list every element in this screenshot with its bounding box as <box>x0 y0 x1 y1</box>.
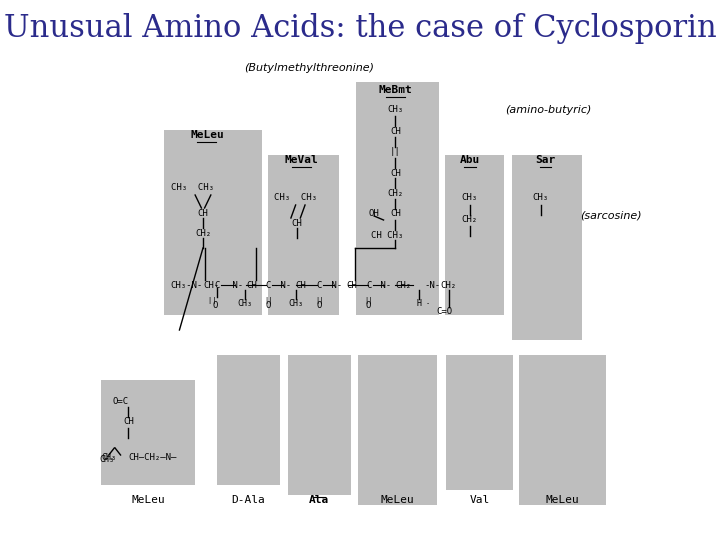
Text: CH-: CH- <box>346 280 363 289</box>
Text: C: C <box>317 280 322 289</box>
Text: CH₃  CH₃: CH₃ CH₃ <box>171 184 215 192</box>
FancyBboxPatch shape <box>217 355 280 485</box>
Text: CH₃-N-: CH₃-N- <box>170 280 202 289</box>
Text: C: C <box>366 280 372 289</box>
Text: CH CH₃: CH CH₃ <box>372 231 404 240</box>
Text: -: - <box>426 300 431 306</box>
Text: O: O <box>366 301 372 310</box>
Text: Unusual Amino Acids: the case of Cyclosporin: Unusual Amino Acids: the case of Cyclosp… <box>4 12 716 44</box>
Text: -N-: -N- <box>327 280 343 289</box>
Text: CH₃: CH₃ <box>533 193 549 202</box>
Text: ||: || <box>208 298 221 305</box>
Text: -N-: -N- <box>276 280 292 289</box>
Text: CH₃: CH₃ <box>462 193 478 202</box>
Text: CH₃: CH₃ <box>99 456 114 464</box>
Text: CH: CH <box>123 417 134 427</box>
Text: MeLeu: MeLeu <box>546 495 580 505</box>
Text: CH₃: CH₃ <box>237 299 252 307</box>
Text: Val: Val <box>470 495 490 505</box>
Text: MeBmt: MeBmt <box>379 85 413 95</box>
Text: CH-: CH- <box>246 280 262 289</box>
FancyBboxPatch shape <box>288 355 351 495</box>
Text: MeLeu: MeLeu <box>190 130 224 140</box>
Text: CH: CH <box>390 210 401 219</box>
Text: -N-: -N- <box>376 280 392 289</box>
Text: CH—CH₂—N—: CH—CH₂—N— <box>128 454 177 462</box>
Text: MeLeu: MeLeu <box>131 495 165 505</box>
Text: Ala: Ala <box>309 495 329 505</box>
Text: ||: || <box>315 298 323 305</box>
Text: CH: CH <box>197 208 208 218</box>
Text: ||: || <box>264 298 272 305</box>
Text: MeLeu: MeLeu <box>381 495 415 505</box>
Text: CH₃: CH₃ <box>288 299 303 307</box>
Text: CH-: CH- <box>203 280 219 289</box>
Text: (sarcosine): (sarcosine) <box>580 210 642 220</box>
Text: C: C <box>266 280 271 289</box>
Text: CH₂: CH₂ <box>195 228 211 238</box>
Text: O: O <box>266 301 271 310</box>
FancyBboxPatch shape <box>163 130 262 315</box>
Text: Sar: Sar <box>535 155 555 165</box>
FancyBboxPatch shape <box>101 380 195 485</box>
Text: C: C <box>215 280 220 289</box>
Text: D-Ala: D-Ala <box>232 495 266 505</box>
Text: CH: CH <box>292 219 302 227</box>
FancyBboxPatch shape <box>356 82 438 315</box>
Text: Abu: Abu <box>460 155 480 165</box>
Text: CH₃: CH₃ <box>387 105 403 114</box>
Text: O: O <box>212 301 217 310</box>
Text: CH₃: CH₃ <box>102 454 116 462</box>
Text: -N-: -N- <box>424 280 441 289</box>
Text: CH₃  CH₃: CH₃ CH₃ <box>274 193 317 202</box>
Text: CH-: CH- <box>295 280 312 289</box>
Text: (Butylmethylthreonine): (Butylmethylthreonine) <box>244 63 374 73</box>
Text: ||: || <box>364 298 373 305</box>
Text: CH: CH <box>390 126 401 136</box>
FancyBboxPatch shape <box>268 155 339 315</box>
Text: (amino-butyric): (amino-butyric) <box>505 105 592 115</box>
Text: CH₂: CH₂ <box>462 215 478 225</box>
FancyBboxPatch shape <box>511 155 582 340</box>
Text: O=C: O=C <box>112 397 129 407</box>
Text: OH: OH <box>369 210 379 219</box>
Text: H: H <box>416 299 421 307</box>
Text: MeVal: MeVal <box>284 155 318 165</box>
FancyBboxPatch shape <box>359 355 437 505</box>
Text: -N-: -N- <box>228 280 244 289</box>
FancyBboxPatch shape <box>445 155 504 315</box>
Text: CH₂: CH₂ <box>395 280 411 289</box>
FancyBboxPatch shape <box>519 355 606 505</box>
Text: CH: CH <box>390 168 401 178</box>
Text: O: O <box>317 301 322 310</box>
Text: ||: || <box>390 147 401 157</box>
Text: CH₂: CH₂ <box>441 280 456 289</box>
Text: CH₂: CH₂ <box>387 188 403 198</box>
FancyBboxPatch shape <box>446 355 513 490</box>
Text: C=O: C=O <box>436 307 452 316</box>
